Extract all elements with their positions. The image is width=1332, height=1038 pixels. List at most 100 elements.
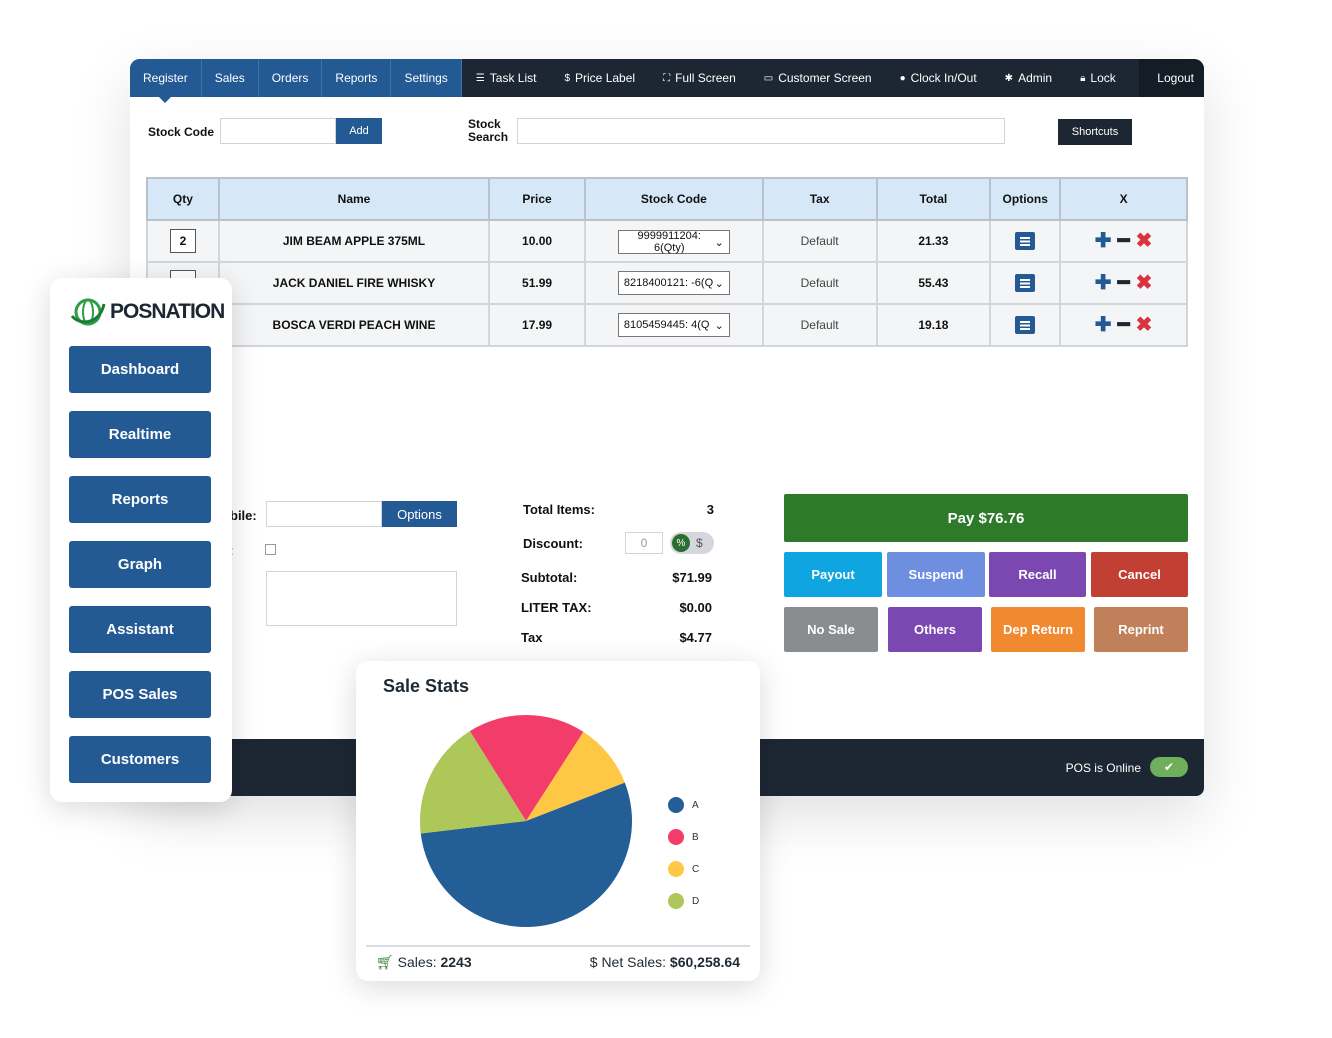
options-list-icon[interactable] <box>1015 274 1036 292</box>
liter-tax-label: LITER TAX: <box>521 600 592 615</box>
tab-settings[interactable]: Settings <box>391 59 462 97</box>
subtotal-value: $71.99 <box>672 570 712 585</box>
options-cell <box>989 219 1062 263</box>
discount-type-toggle[interactable]: % $ <box>670 532 714 554</box>
sidebar-item-graph[interactable]: Graph <box>69 541 211 588</box>
price-cell: 51.99 <box>488 261 586 305</box>
tab-orders[interactable]: Orders <box>259 59 323 97</box>
cancel-button[interactable]: Cancel <box>1091 552 1188 597</box>
header-stock-code: Stock Code <box>583 177 764 221</box>
clock-in-out-button[interactable]: ● Clock In/Out <box>886 59 991 97</box>
logout-button[interactable]: Logout <box>1139 59 1204 97</box>
minus-icon[interactable]: ━ <box>1117 230 1130 252</box>
pay-button[interactable]: Pay $76.76 <box>784 494 1188 542</box>
stock-code-value: 8105459445: 4(Q <box>623 319 710 331</box>
options-list-icon[interactable] <box>1015 316 1036 334</box>
close-icon[interactable]: ✖ <box>1135 230 1153 252</box>
sale-stats-title: Sale Stats <box>383 676 470 696</box>
liter-tax-value: $0.00 <box>679 600 712 615</box>
name-cell: BOSCA VERDI PEACH WINE <box>217 303 491 347</box>
admin-label: Admin <box>1018 71 1053 85</box>
stats-divider <box>366 945 750 947</box>
checkbox[interactable] <box>265 544 276 555</box>
reprint-button[interactable]: Reprint <box>1094 607 1188 652</box>
total-items-label: Total Items: <box>523 502 595 517</box>
tax-label: Tax <box>521 630 543 645</box>
stock-code-value: 8218400121: -6(Q <box>623 277 714 289</box>
table-header-row: Qty Name Price Stock Code Tax Total Opti… <box>146 177 1188 221</box>
items-table: Qty Name Price Stock Code Tax Total Opti… <box>146 177 1188 347</box>
legend-dot <box>668 797 684 813</box>
tab-reports[interactable]: Reports <box>322 59 392 97</box>
lock-icon: 🔒︎ <box>1080 72 1086 84</box>
customer-options-button[interactable]: Options <box>382 501 457 527</box>
lock-button[interactable]: 🔒︎ Lock <box>1066 59 1130 97</box>
qty-input[interactable]: 2 <box>169 229 196 253</box>
top-nav: Register Sales Orders Reports Settings ☰… <box>130 59 1204 97</box>
sidebar-item-reports[interactable]: Reports <box>69 476 211 523</box>
minus-icon[interactable]: ━ <box>1117 314 1130 336</box>
sidebar-item-pos-sales[interactable]: POS Sales <box>69 671 211 718</box>
check-icon: ✔ <box>1163 760 1175 774</box>
tax-cell: Default <box>761 261 878 305</box>
sidebar-item-realtime[interactable]: Realtime <box>69 411 211 458</box>
globe-icon <box>70 298 106 326</box>
stock-code-input[interactable] <box>220 118 336 144</box>
recall-button[interactable]: Recall <box>989 552 1086 597</box>
expand-icon: ⛶ <box>663 72 671 84</box>
sidebar-item-dashboard[interactable]: Dashboard <box>69 346 211 393</box>
plus-icon[interactable]: ✚ <box>1094 230 1112 252</box>
legend-dot <box>668 829 684 845</box>
minus-icon[interactable]: ━ <box>1117 272 1130 294</box>
stock-code-select[interactable]: 9999911204: 6(Qty) ⌄ <box>617 230 730 254</box>
pie-chart <box>420 715 632 927</box>
close-icon[interactable]: ✖ <box>1135 272 1153 294</box>
chevron-down-icon: ⌄ <box>714 236 724 249</box>
plus-icon[interactable]: ✚ <box>1094 272 1112 294</box>
tab-register[interactable]: Register <box>130 59 202 97</box>
online-toggle[interactable]: ✔ <box>1150 757 1188 777</box>
price-cell: 10.00 <box>488 219 586 263</box>
stock-search-input[interactable] <box>517 118 1005 144</box>
task-list-label: Task List <box>489 71 537 85</box>
full-screen-button[interactable]: ⛶ Full Screen <box>649 59 750 97</box>
admin-button[interactable]: ✱ Admin <box>991 59 1066 97</box>
customer-screen-button[interactable]: ▭ Customer Screen <box>750 59 886 97</box>
note-textarea[interactable] <box>266 571 457 626</box>
sidebar-item-customers[interactable]: Customers <box>69 736 211 783</box>
shortcuts-button[interactable]: Shortcuts <box>1058 119 1132 145</box>
mobile-label: bile: <box>230 508 257 523</box>
chart-legend: A B C D <box>668 789 699 917</box>
price-cell: 17.99 <box>488 303 586 347</box>
plus-icon[interactable]: ✚ <box>1094 314 1112 336</box>
close-icon[interactable]: ✖ <box>1135 314 1153 336</box>
sidebar-item-assistant[interactable]: Assistant <box>69 606 211 653</box>
discount-input[interactable]: 0 <box>625 532 663 554</box>
legend-dot <box>668 861 684 877</box>
tab-sales[interactable]: Sales <box>202 59 259 97</box>
stock-code-select[interactable]: 8105459445: 4(Q ⌄ <box>617 313 730 337</box>
sales-label: Sales: <box>397 954 437 970</box>
table-row: BOSCA VERDI PEACH WINE 17.99 8105459445:… <box>146 303 1188 347</box>
subtotal-label: Subtotal: <box>521 570 578 585</box>
header-qty: Qty <box>146 177 220 221</box>
price-label-button[interactable]: $ Price Label <box>550 59 649 97</box>
full-screen-label: Full Screen <box>675 71 736 85</box>
mobile-input[interactable] <box>266 501 382 527</box>
tax-cell: Default <box>761 303 878 347</box>
options-list-icon[interactable] <box>1015 232 1036 250</box>
header-options: Options <box>989 177 1062 221</box>
add-button[interactable]: Add <box>336 118 382 144</box>
others-button[interactable]: Others <box>888 607 982 652</box>
payout-button[interactable]: Payout <box>784 552 882 597</box>
dep-return-button[interactable]: Dep Return <box>991 607 1085 652</box>
sale-stats-card: Sale Stats A B C D 🛒︎ Sales: 2243 $ Net Sal… <box>356 661 760 981</box>
no-sale-button[interactable]: No Sale <box>784 607 878 652</box>
total-cell: 19.18 <box>875 303 992 347</box>
legend-item-c: C <box>668 853 699 885</box>
suspend-button[interactable]: Suspend <box>887 552 985 597</box>
task-list-button[interactable]: ☰ Task List <box>462 59 551 97</box>
stock-code-select[interactable]: 8218400121: -6(Q ⌄ <box>617 271 730 295</box>
options-cell <box>989 303 1062 347</box>
